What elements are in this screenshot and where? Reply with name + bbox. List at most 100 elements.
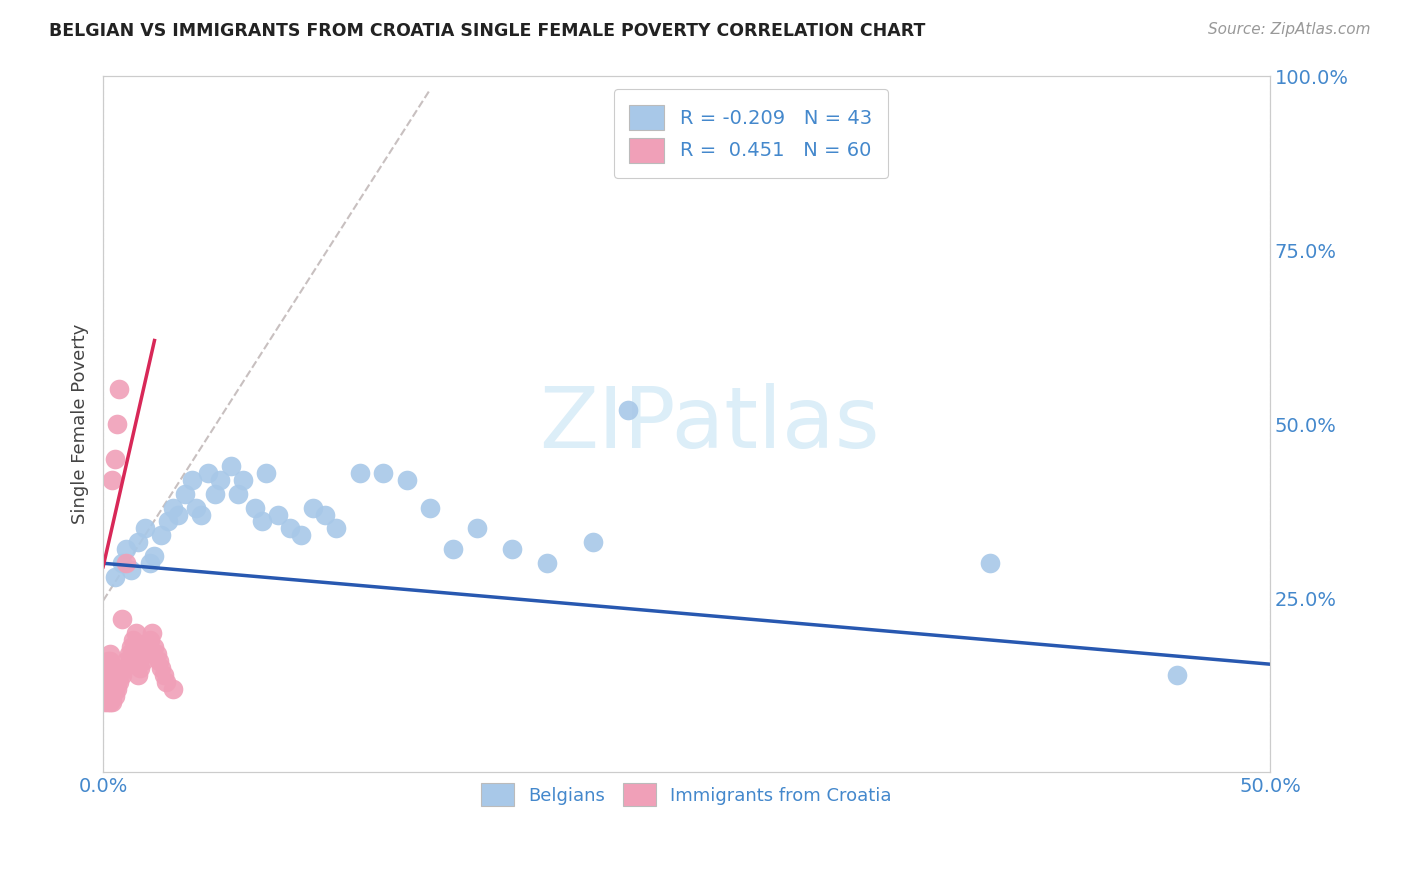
Point xyxy=(104,451,127,466)
Point xyxy=(97,681,120,696)
Point xyxy=(208,473,231,487)
Point xyxy=(129,661,152,675)
Point xyxy=(127,535,149,549)
Point xyxy=(101,674,124,689)
Point xyxy=(150,661,173,675)
Point xyxy=(465,521,488,535)
Point xyxy=(278,521,301,535)
Point xyxy=(155,674,177,689)
Point xyxy=(101,696,124,710)
Point xyxy=(94,674,117,689)
Point xyxy=(105,674,128,689)
Point xyxy=(104,674,127,689)
Y-axis label: Single Female Poverty: Single Female Poverty xyxy=(72,324,89,524)
Point xyxy=(98,696,121,710)
Point xyxy=(115,654,138,668)
Point xyxy=(132,654,155,668)
Point xyxy=(143,549,166,564)
Point xyxy=(112,661,135,675)
Point xyxy=(101,667,124,681)
Point xyxy=(204,486,226,500)
Point xyxy=(267,508,290,522)
Point xyxy=(166,508,188,522)
Point xyxy=(105,681,128,696)
Point xyxy=(197,466,219,480)
Point xyxy=(111,667,134,681)
Point xyxy=(97,667,120,681)
Point xyxy=(302,500,325,515)
Point xyxy=(139,556,162,570)
Point xyxy=(395,473,418,487)
Point xyxy=(186,500,208,515)
Point xyxy=(243,500,266,515)
Point xyxy=(1166,667,1188,681)
Point xyxy=(139,632,162,647)
Point xyxy=(127,667,149,681)
Point xyxy=(134,647,156,661)
Point xyxy=(617,403,640,417)
Point xyxy=(108,667,131,681)
Point xyxy=(162,500,184,515)
Point xyxy=(349,466,371,480)
Point xyxy=(325,521,347,535)
Point xyxy=(97,654,120,668)
Point xyxy=(157,515,180,529)
Point xyxy=(134,521,156,535)
Point xyxy=(232,473,254,487)
Point xyxy=(108,382,131,396)
Point xyxy=(98,681,121,696)
Point xyxy=(120,640,142,654)
Point xyxy=(98,667,121,681)
Point xyxy=(120,563,142,577)
Point xyxy=(228,486,250,500)
Point xyxy=(122,632,145,647)
Point xyxy=(173,486,195,500)
Point xyxy=(180,473,202,487)
Point xyxy=(94,681,117,696)
Text: Source: ZipAtlas.com: Source: ZipAtlas.com xyxy=(1208,22,1371,37)
Point xyxy=(373,466,395,480)
Point xyxy=(501,542,523,557)
Point xyxy=(105,417,128,431)
Point xyxy=(98,647,121,661)
Point xyxy=(98,654,121,668)
Point xyxy=(111,556,134,570)
Point xyxy=(115,542,138,557)
Point xyxy=(101,473,124,487)
Point xyxy=(150,528,173,542)
Point xyxy=(190,508,212,522)
Point xyxy=(104,667,127,681)
Point xyxy=(104,570,127,584)
Point xyxy=(256,466,278,480)
Point xyxy=(101,681,124,696)
Point xyxy=(97,696,120,710)
Point xyxy=(104,681,127,696)
Point xyxy=(314,508,336,522)
Text: ZIPatlas: ZIPatlas xyxy=(540,383,880,466)
Legend: Belgians, Immigrants from Croatia: Belgians, Immigrants from Croatia xyxy=(472,774,901,815)
Point xyxy=(125,625,148,640)
Point xyxy=(115,556,138,570)
Point xyxy=(97,674,120,689)
Point xyxy=(441,542,464,557)
Point xyxy=(94,689,117,703)
Point xyxy=(118,647,141,661)
Point xyxy=(153,667,176,681)
Point xyxy=(979,556,1001,570)
Point xyxy=(221,458,243,473)
Point xyxy=(143,640,166,654)
Point xyxy=(136,640,159,654)
Point xyxy=(104,689,127,703)
Point xyxy=(105,667,128,681)
Point xyxy=(536,556,558,570)
Point xyxy=(94,696,117,710)
Point xyxy=(419,500,441,515)
Point xyxy=(97,661,120,675)
Point xyxy=(148,654,170,668)
Point xyxy=(141,625,163,640)
Point xyxy=(162,681,184,696)
Point xyxy=(98,661,121,675)
Point xyxy=(98,689,121,703)
Point xyxy=(97,689,120,703)
Point xyxy=(98,674,121,689)
